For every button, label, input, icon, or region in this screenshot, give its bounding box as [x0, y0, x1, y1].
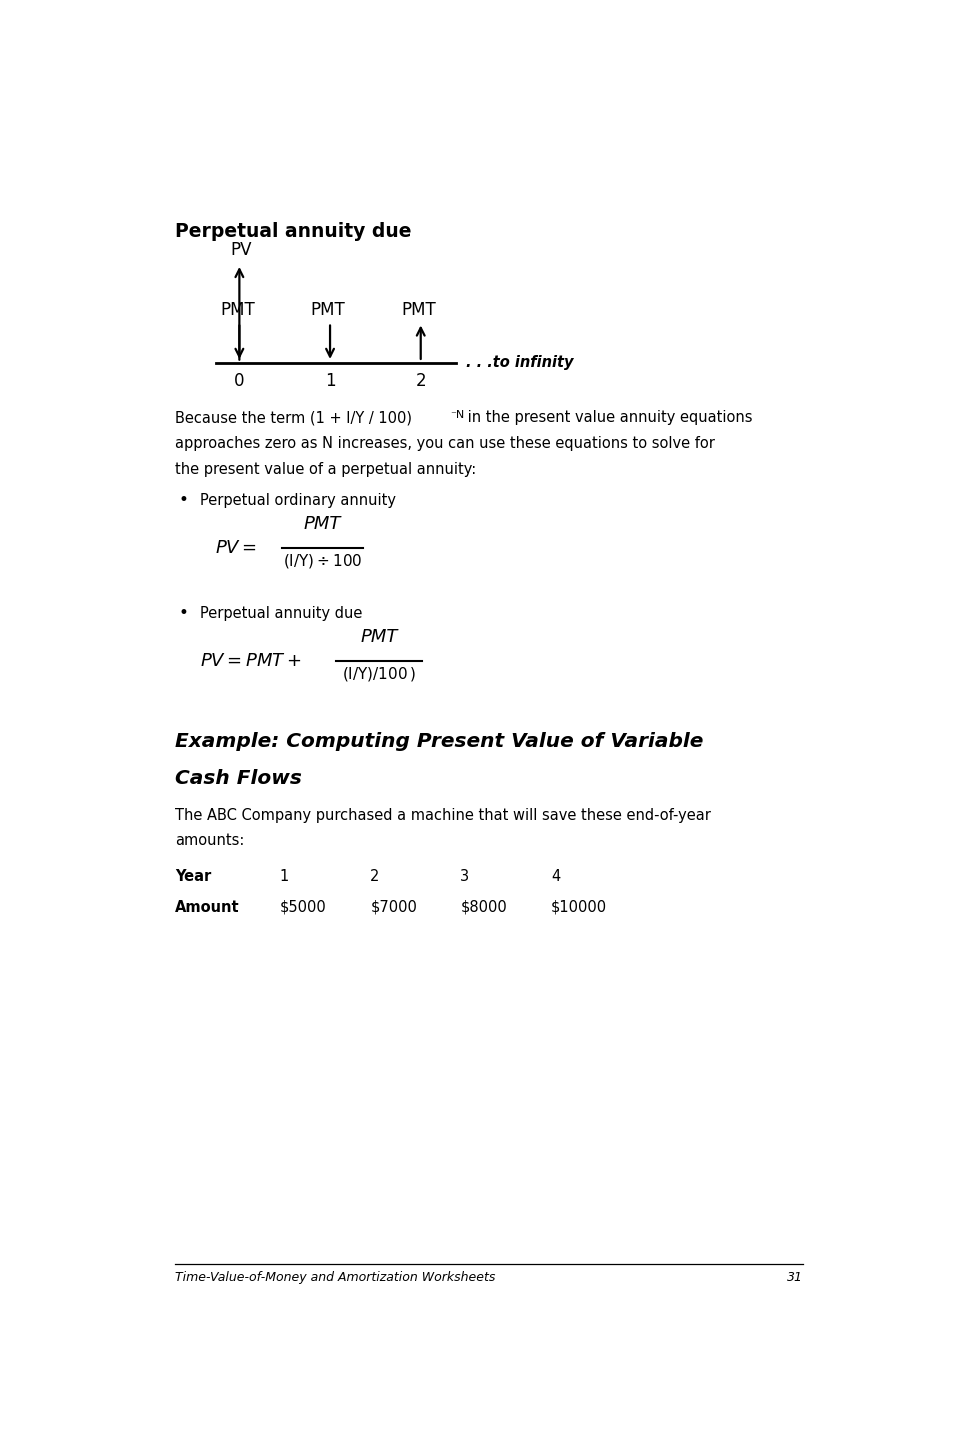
Text: in the present value annuity equations: in the present value annuity equations [463, 411, 752, 425]
Text: 1: 1 [279, 869, 289, 884]
Text: the present value of a perpetual annuity:: the present value of a perpetual annuity… [174, 462, 476, 478]
Text: 4: 4 [550, 869, 559, 884]
Text: Perpetual annuity due: Perpetual annuity due [199, 606, 362, 620]
Text: PMT: PMT [401, 301, 436, 319]
Text: Perpetual ordinary annuity: Perpetual ordinary annuity [199, 492, 395, 508]
Text: $10000: $10000 [550, 900, 606, 914]
Text: PV: PV [230, 242, 252, 259]
Text: . . .to infinity: . . .to infinity [465, 355, 573, 370]
Text: $7000: $7000 [370, 900, 416, 914]
Text: 3: 3 [459, 869, 469, 884]
Text: The ABC Company purchased a machine that will save these end-of-year: The ABC Company purchased a machine that… [174, 808, 710, 823]
Text: Cash Flows: Cash Flows [174, 769, 301, 788]
Text: $5000: $5000 [279, 900, 326, 914]
Text: PMT: PMT [311, 301, 345, 319]
Text: 2: 2 [415, 371, 426, 390]
Text: Perpetual annuity due: Perpetual annuity due [174, 223, 411, 242]
Text: PMT: PMT [360, 629, 397, 646]
Text: 31: 31 [786, 1271, 802, 1284]
Text: approaches zero as N increases, you can use these equations to solve for: approaches zero as N increases, you can … [174, 437, 714, 451]
Text: 1: 1 [324, 371, 335, 390]
Text: $8000: $8000 [459, 900, 506, 914]
Text: $({\rm I/Y})/100\,)$: $({\rm I/Y})/100\,)$ [341, 665, 416, 683]
Text: Because the term (1 + I/Y / 100): Because the term (1 + I/Y / 100) [174, 411, 412, 425]
Text: •: • [179, 604, 189, 622]
Text: ⁻N: ⁻N [450, 409, 464, 419]
Text: amounts:: amounts: [174, 833, 244, 849]
Text: PMT: PMT [220, 301, 254, 319]
Text: $PV =$: $PV =$ [215, 539, 257, 558]
Text: •: • [179, 491, 189, 510]
Text: $({\rm I/Y})\div100$: $({\rm I/Y})\div100$ [283, 552, 362, 569]
Text: Time-Value-of-Money and Amortization Worksheets: Time-Value-of-Money and Amortization Wor… [174, 1271, 495, 1284]
Text: 2: 2 [370, 869, 379, 884]
Text: PMT: PMT [304, 515, 341, 533]
Text: Example: Computing Present Value of Variable: Example: Computing Present Value of Vari… [174, 732, 702, 751]
Text: $PV = PMT +$: $PV = PMT +$ [199, 652, 301, 670]
Text: 0: 0 [233, 371, 244, 390]
Text: Year: Year [174, 869, 211, 884]
Text: Amount: Amount [174, 900, 239, 914]
